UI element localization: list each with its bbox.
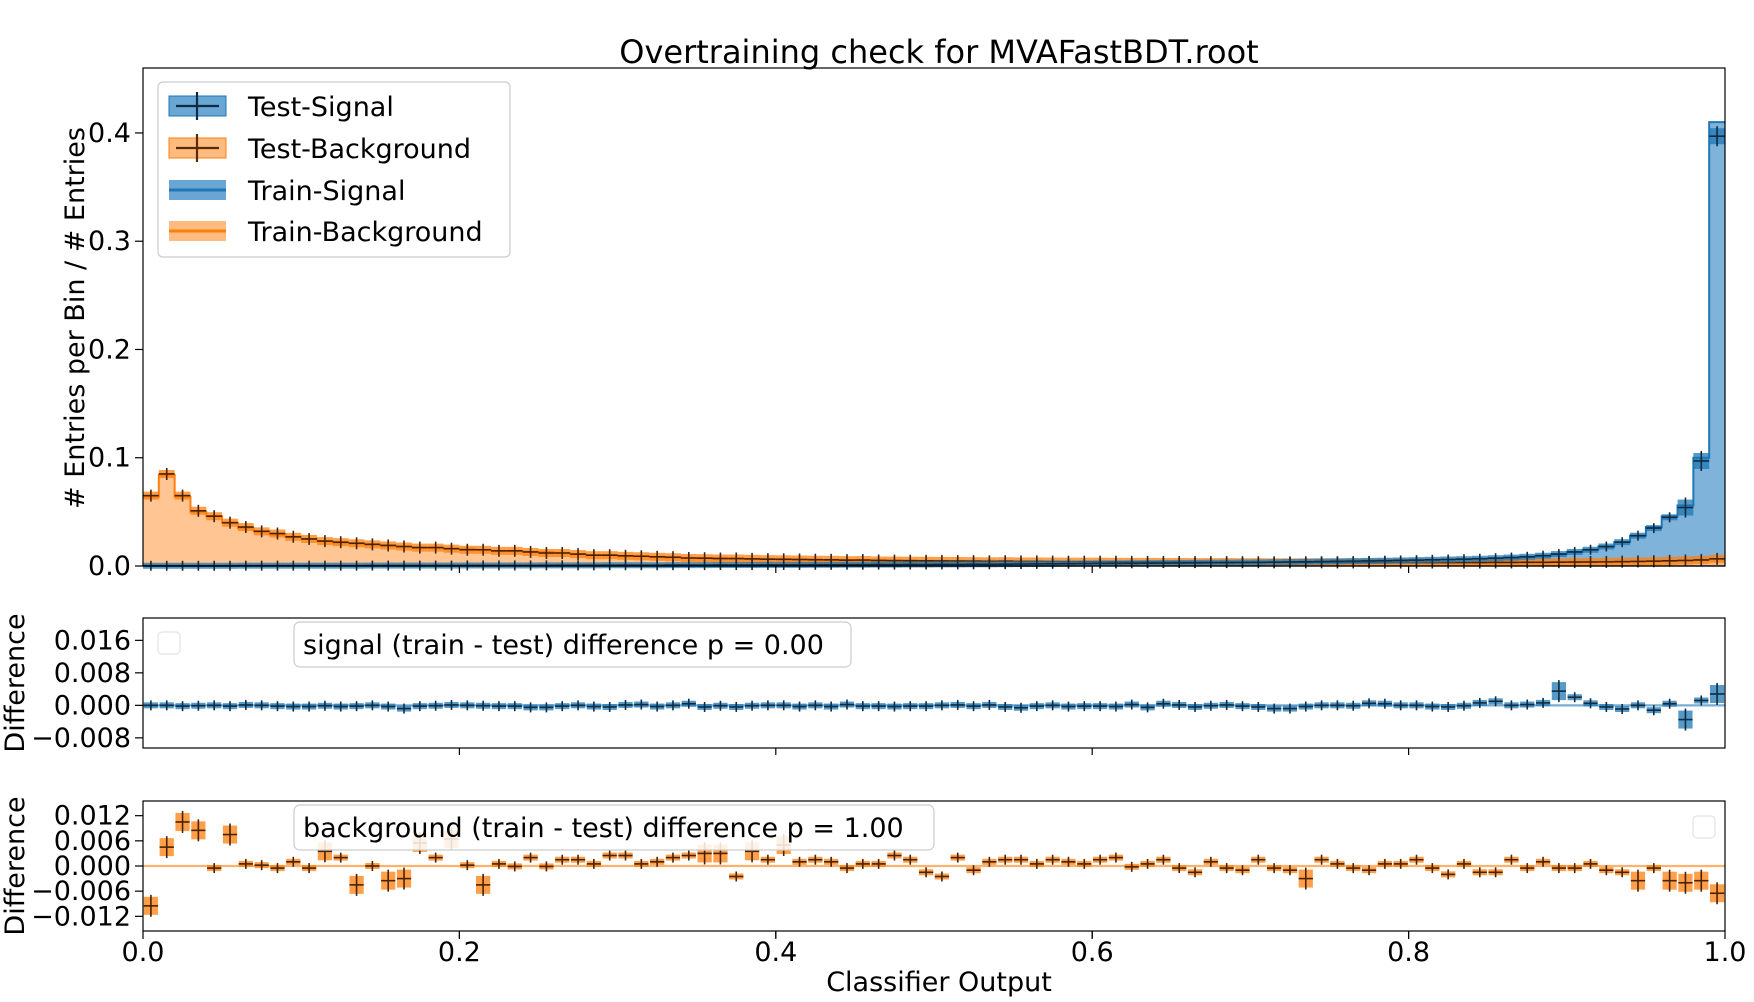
background-annotation-text: background (train - test) difference p =… bbox=[303, 813, 904, 844]
x-tick-label: 0.0 bbox=[122, 937, 165, 968]
distribution-y-ticks: 0.0 0.1 0.2 0.3 0.4 bbox=[88, 118, 143, 582]
y-tick-label: −0.008 bbox=[31, 723, 131, 754]
distribution-y-axis-label: # Entries per Bin / # Entries bbox=[60, 127, 91, 509]
signal-difference-plot-area bbox=[143, 680, 1725, 755]
signal-difference-annotation: signal (train - test) difference p = 0.0… bbox=[293, 621, 852, 668]
signal-difference-frame bbox=[142, 617, 1726, 749]
legend-label-train-background: Train-Background bbox=[247, 217, 483, 248]
legend-label-test-background: Test-Background bbox=[247, 134, 471, 165]
x-tick-label: 1.0 bbox=[1704, 937, 1747, 968]
y-tick-label: −0.006 bbox=[31, 876, 131, 907]
signal-difference-y-axis-label: Difference bbox=[0, 613, 31, 752]
x-axis-ticks: 0.0 0.2 0.4 0.6 0.8 1.0 bbox=[122, 931, 1747, 968]
background-difference-y-axis-label: Difference bbox=[0, 796, 31, 935]
train-background-fill bbox=[143, 475, 1725, 566]
y-tick-label: 0.3 bbox=[88, 226, 131, 257]
background-annotation-box bbox=[293, 804, 935, 851]
legend-label-test-signal: Test-Signal bbox=[247, 92, 394, 123]
legend-entry-train-background: Train-Background bbox=[169, 217, 483, 248]
legend-entry-train-signal: Train-Signal bbox=[169, 176, 405, 207]
distribution-panel: 0.0 0.1 0.2 0.3 0.4 # Entries per Bin / # En… bbox=[60, 67, 1726, 582]
signal-annotation-label: signal (train - test) difference bbox=[303, 630, 698, 661]
signal-annotation-box bbox=[293, 621, 852, 668]
x-tick-label: 0.4 bbox=[754, 937, 797, 968]
legend: Test-Signal Test-Background Train-Signal… bbox=[157, 81, 511, 258]
signal-annotation-formula: p = 0.00 bbox=[707, 630, 824, 661]
x-axis-label: Classifier Output bbox=[826, 967, 1052, 998]
background-annotation-formula: p = 1.00 bbox=[787, 813, 904, 844]
legend-box bbox=[157, 81, 511, 258]
background-difference-annotation: background (train - test) difference p =… bbox=[293, 804, 935, 851]
y-tick-label: 0.0 bbox=[88, 551, 131, 582]
y-tick-label: 0.006 bbox=[54, 826, 131, 857]
x-tick-label: 0.6 bbox=[1071, 937, 1114, 968]
legend-entry-test-signal: Test-Signal bbox=[168, 92, 394, 123]
legend-entry-test-background: Test-Background bbox=[168, 134, 471, 165]
signal-empty-legend-box bbox=[157, 631, 181, 655]
background-difference-plot-area bbox=[143, 810, 1725, 938]
y-tick-label: −0.012 bbox=[31, 901, 131, 932]
y-tick-label: 0.1 bbox=[88, 443, 131, 474]
y-tick-label: 0.008 bbox=[54, 658, 131, 689]
x-tick-label: 0.8 bbox=[1387, 937, 1430, 968]
y-tick-label: 0.016 bbox=[54, 625, 131, 656]
signal-annotation-text: signal (train - test) difference p = 0.0… bbox=[303, 630, 824, 661]
y-tick-label: 0.012 bbox=[54, 801, 131, 832]
y-tick-label: 0.2 bbox=[88, 334, 131, 365]
chart-title: Overtraining check for MVAFastBDT.root bbox=[619, 33, 1258, 71]
legend-label-train-signal: Train-Signal bbox=[247, 176, 405, 207]
y-tick-label: 0.4 bbox=[88, 118, 131, 149]
y-tick-label: 0.000 bbox=[54, 690, 131, 721]
background-empty-legend-box bbox=[1692, 815, 1716, 839]
distribution-frame bbox=[142, 67, 1726, 567]
x-tick-label: 0.2 bbox=[438, 937, 481, 968]
y-tick-label: 0.000 bbox=[54, 851, 131, 882]
background-annotation-label: background (train - test) difference bbox=[303, 813, 778, 844]
